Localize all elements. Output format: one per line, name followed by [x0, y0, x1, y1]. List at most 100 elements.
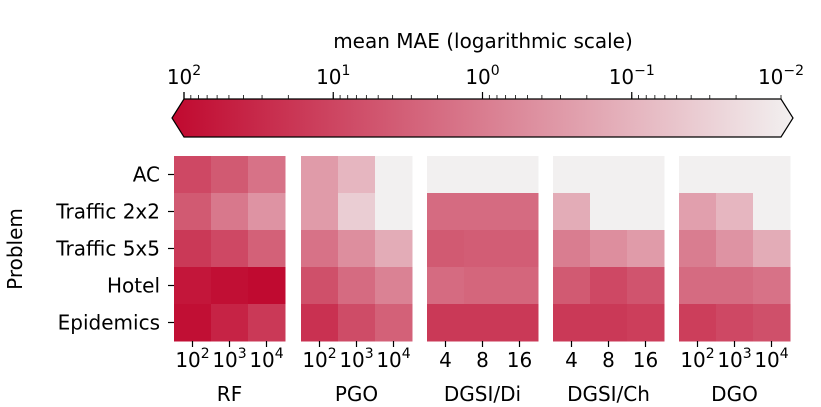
heatmap-cell: [716, 267, 754, 305]
heatmap-cell: [590, 230, 628, 268]
x-tick-label: 8: [602, 348, 615, 372]
heatmap-cell: [301, 156, 339, 194]
heatmap-cell: [716, 193, 754, 231]
heatmap-panel: 4 8 16 DGSI/Ch: [553, 156, 665, 406]
heatmap-cell: [338, 156, 376, 194]
heatmap-cell: [174, 193, 212, 231]
heatmap-cell: [553, 156, 591, 194]
heatmap-cell: [553, 193, 591, 231]
row-label: Hotel: [107, 274, 160, 298]
heatmap-cell: [753, 304, 791, 342]
row-label: AC: [133, 163, 160, 187]
heatmap-cell: [375, 304, 413, 342]
row-label: Traffic 2x2: [55, 200, 160, 224]
x-tick-label: 4: [565, 348, 578, 372]
x-tick-label: 102: [302, 346, 336, 372]
heatmap-cell: [716, 230, 754, 268]
heatmap-cell: [501, 267, 539, 305]
x-tick-label: 103: [212, 346, 246, 372]
heatmap-cell: [174, 156, 212, 194]
heatmap-cell: [375, 267, 413, 305]
heatmap-cell: [501, 304, 539, 342]
heatmap-cell: [679, 304, 717, 342]
y-axis-label: Problem: [3, 208, 27, 290]
heatmap-cell: [627, 304, 665, 342]
heatmap-cell: [301, 304, 339, 342]
panel-label: RF: [217, 382, 242, 406]
colorbar-tick-labels: 102 101 100 10−1 10−2: [167, 63, 804, 89]
heatmap-cell: [590, 156, 628, 194]
heatmap-cell: [590, 304, 628, 342]
heatmap-cell: [590, 267, 628, 305]
heatmap-cell: [501, 193, 539, 231]
heatmap-cell: [248, 193, 286, 231]
heatmap-panel: 4 8 16 DGSI/Di: [427, 156, 539, 406]
heatmap-cell: [211, 156, 249, 194]
heatmap-cell: [174, 304, 212, 342]
heatmap-cell: [501, 156, 539, 194]
colorbar-ticks: [183, 92, 782, 99]
heatmap-cell: [716, 156, 754, 194]
heatmap-cell: [427, 304, 465, 342]
x-tick-label: 104: [249, 346, 283, 372]
heatmap-cell: [753, 267, 791, 305]
colorbar-tick-label: 101: [316, 63, 350, 89]
colorbar-tick-label: 10−2: [758, 63, 804, 89]
x-tick-label: 8: [476, 348, 489, 372]
panel-label: PGO: [335, 382, 378, 406]
colorbar-tick-label: 100: [465, 63, 499, 89]
heatmap-cell: [211, 193, 249, 231]
heatmap-cell: [427, 267, 465, 305]
heatmap-cell: [753, 230, 791, 268]
heatmap-cell: [375, 193, 413, 231]
panel-label: DGSI/Ch: [567, 382, 650, 406]
colorbar-tick-label: 10−1: [609, 63, 655, 89]
heatmap-panel: 102 103 104 RF: [174, 156, 286, 406]
heatmap-cell: [716, 304, 754, 342]
heatmap-cell: [427, 156, 465, 194]
heatmap-cell: [375, 230, 413, 268]
heatmap-cell: [338, 230, 376, 268]
heatmap-cell: [301, 193, 339, 231]
x-tick-label: 104: [376, 346, 410, 372]
heatmap-cell: [248, 304, 286, 342]
row-label: Traffic 5x5: [55, 237, 160, 261]
x-tick-label: 104: [754, 346, 788, 372]
heatmap-cell: [301, 230, 339, 268]
x-tick-label: 16: [633, 348, 658, 372]
heatmap-panel: 102 103 104 PGO: [301, 156, 413, 406]
colorbar-label: mean MAE (logarithmic scale): [333, 29, 633, 53]
heatmap-cell: [553, 267, 591, 305]
colorbar-tick-label: 102: [167, 63, 201, 89]
heatmap-cell: [211, 230, 249, 268]
heatmap-cell: [627, 156, 665, 194]
panel-label: DGO: [711, 382, 758, 406]
row-label: Epidemics: [58, 311, 160, 335]
heatmap-cell: [753, 156, 791, 194]
heatmap-cell: [679, 267, 717, 305]
heatmap-cell: [174, 230, 212, 268]
panel-label: DGSI/Di: [444, 382, 521, 406]
colorbar: [171, 98, 794, 138]
heatmap-cell: [464, 156, 502, 194]
heatmap-cell: [679, 193, 717, 231]
heatmap-cell: [501, 230, 539, 268]
heatmap-cell: [590, 193, 628, 231]
heatmap-cell: [338, 304, 376, 342]
heatmap-cell: [248, 230, 286, 268]
heatmap-cell: [248, 267, 286, 305]
heatmap-panel: 102 103 104 DGO: [679, 156, 791, 406]
heatmap-cell: [301, 267, 339, 305]
x-tick-label: 103: [339, 346, 373, 372]
x-tick-label: 103: [717, 346, 751, 372]
heatmap-cell: [627, 193, 665, 231]
heatmap-cell: [174, 267, 212, 305]
heatmap-cell: [679, 156, 717, 194]
heatmap-cell: [375, 156, 413, 194]
heatmap-cell: [211, 304, 249, 342]
heatmap-cell: [464, 230, 502, 268]
heatmap-cell: [553, 304, 591, 342]
heatmap-cell: [627, 230, 665, 268]
heatmap-cell: [248, 156, 286, 194]
